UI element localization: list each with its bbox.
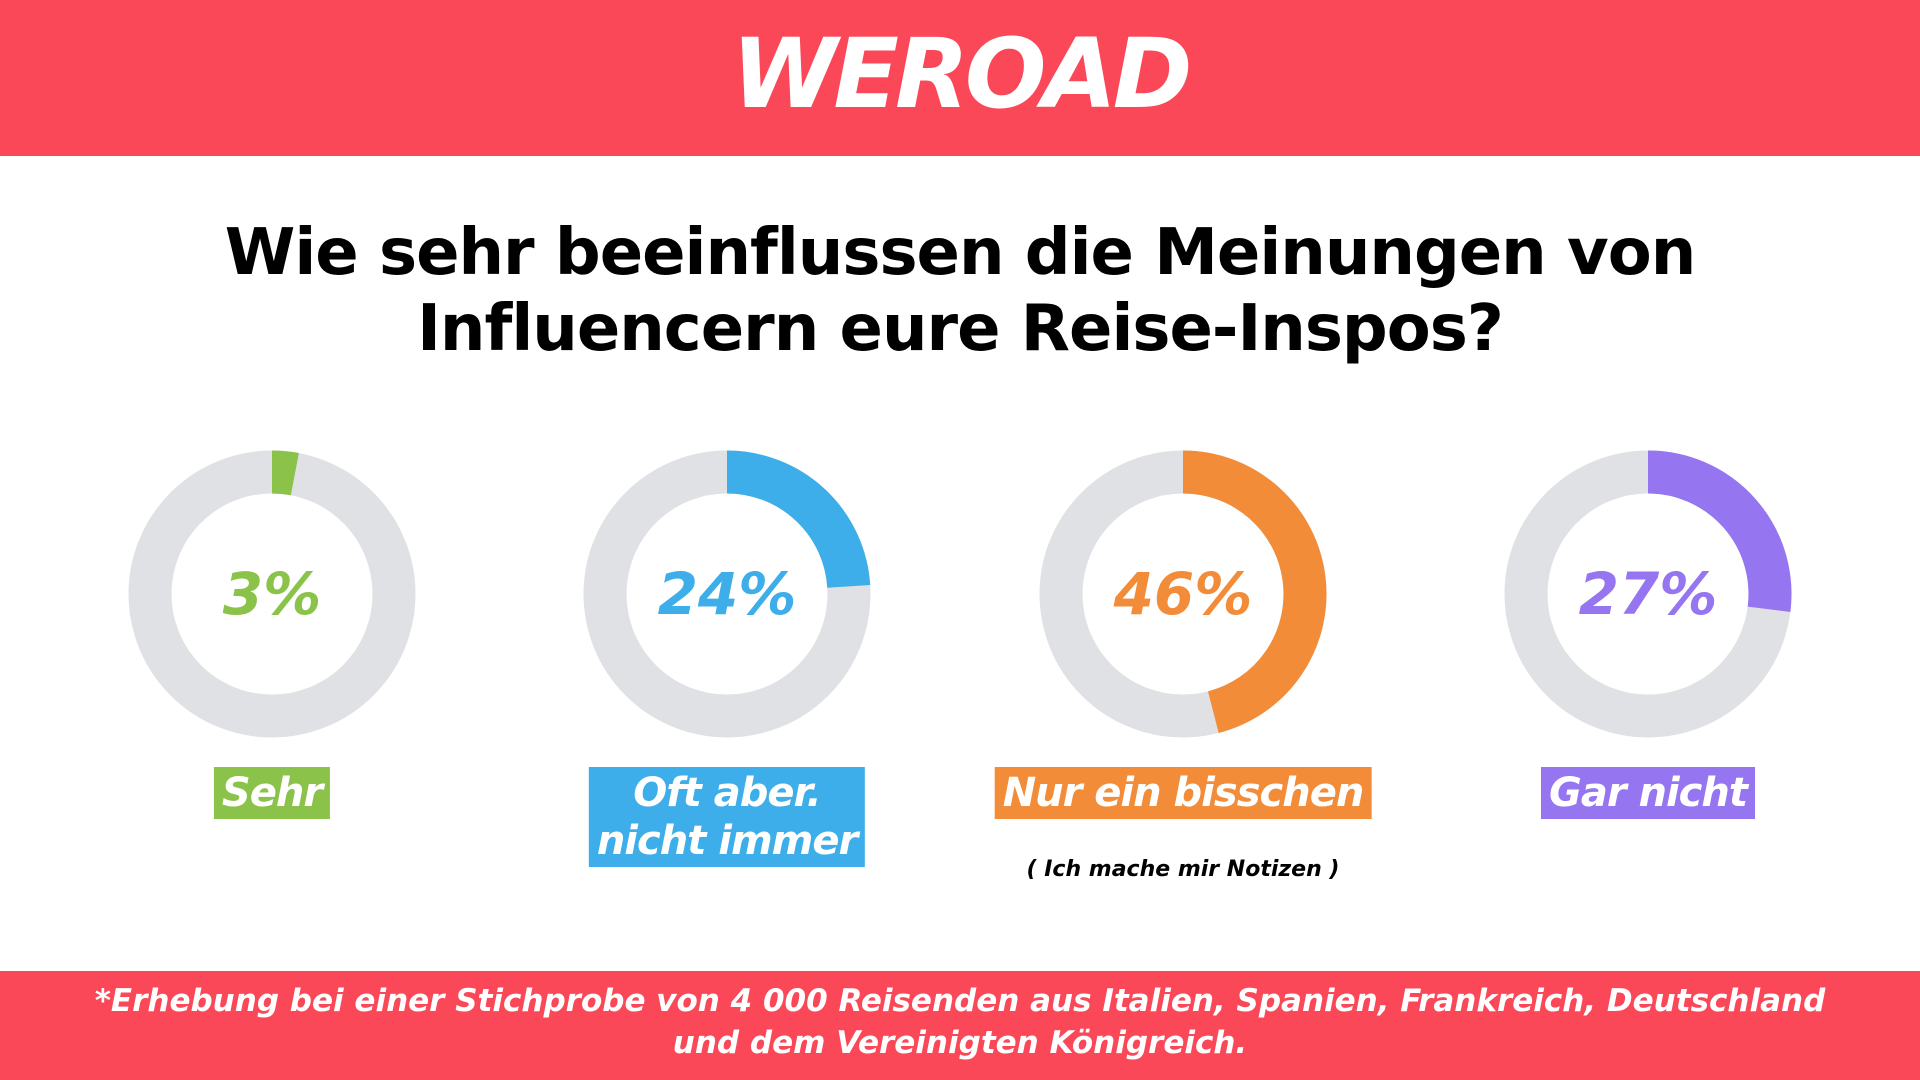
donut-arc [1647,450,1792,612]
value-label: 27% [1579,560,1718,628]
category-label: Sehr [213,767,331,819]
footnote: *Erhebung bei einer Stichprobe von 4 000… [94,983,1826,1061]
donut-arc [271,450,299,496]
footer-band [0,971,1920,1080]
value-label: 24% [658,560,797,628]
title: Wie sehr beeinflussen die Meinungen von … [224,216,1697,366]
category-label: Oft aber. nicht immer [588,767,866,867]
value-label: 3% [223,560,321,628]
annotation: ( Ich mache mir Notizen ) [1026,857,1340,882]
donut-arc [1182,450,1327,733]
header-band [0,0,1920,156]
category-label: Nur ein bisschen [994,767,1372,819]
logo: WEROAD [731,18,1193,130]
donut-arc [726,450,871,589]
value-label: 46% [1113,560,1253,628]
category-label: Gar nicht [1541,767,1755,819]
